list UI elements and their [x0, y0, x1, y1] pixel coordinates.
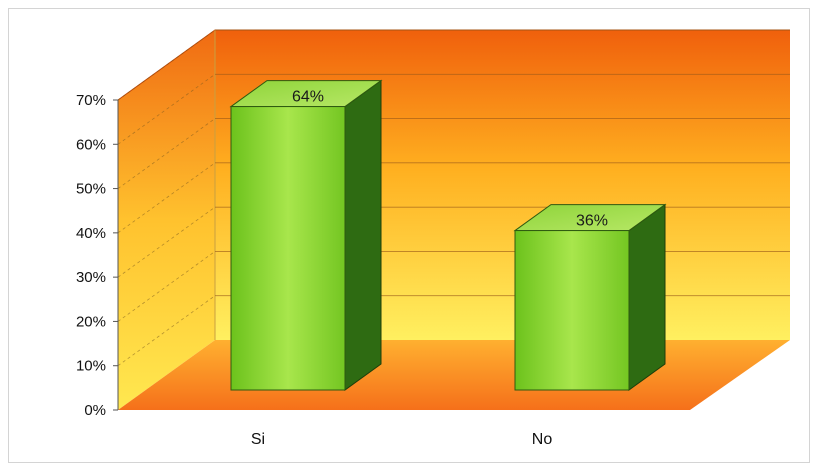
side-gridline [117, 295, 216, 367]
bar-si: 64% [229, 79, 383, 391]
y-tick-label: 60% [76, 136, 106, 153]
bar-no: 36% [513, 203, 667, 391]
side-gridline [117, 73, 216, 145]
y-tick-label: 40% [76, 225, 106, 242]
side-gridline [117, 251, 216, 322]
x-category-label: Si [251, 431, 265, 448]
y-tick-label: 0% [84, 402, 106, 419]
x-category-label: No [532, 431, 553, 448]
bar-side-face [628, 203, 666, 391]
y-tick-label: 10% [76, 358, 106, 375]
data-label: 36% [576, 213, 608, 230]
side-wall [118, 30, 215, 410]
x-axis: Si No [251, 431, 552, 448]
side-gridline [117, 162, 216, 234]
y-axis: 0% 10% 20% 30% 40% 50% 60% 70% [76, 92, 119, 419]
y-tick-label: 70% [76, 92, 106, 109]
bar-front-face [230, 106, 346, 391]
side-gridline [117, 118, 216, 189]
y-tick-label: 20% [76, 313, 106, 330]
floor [118, 340, 790, 410]
bar-front-face [514, 230, 630, 391]
bar-side-face [344, 79, 382, 391]
side-gridline [117, 29, 216, 101]
y-tick-label: 30% [76, 269, 106, 286]
bars: 64% 36% [229, 79, 667, 391]
chart-walls [117, 29, 790, 410]
y-tick-label: 50% [76, 181, 106, 198]
side-gridline [117, 206, 216, 278]
data-label: 64% [292, 89, 324, 106]
